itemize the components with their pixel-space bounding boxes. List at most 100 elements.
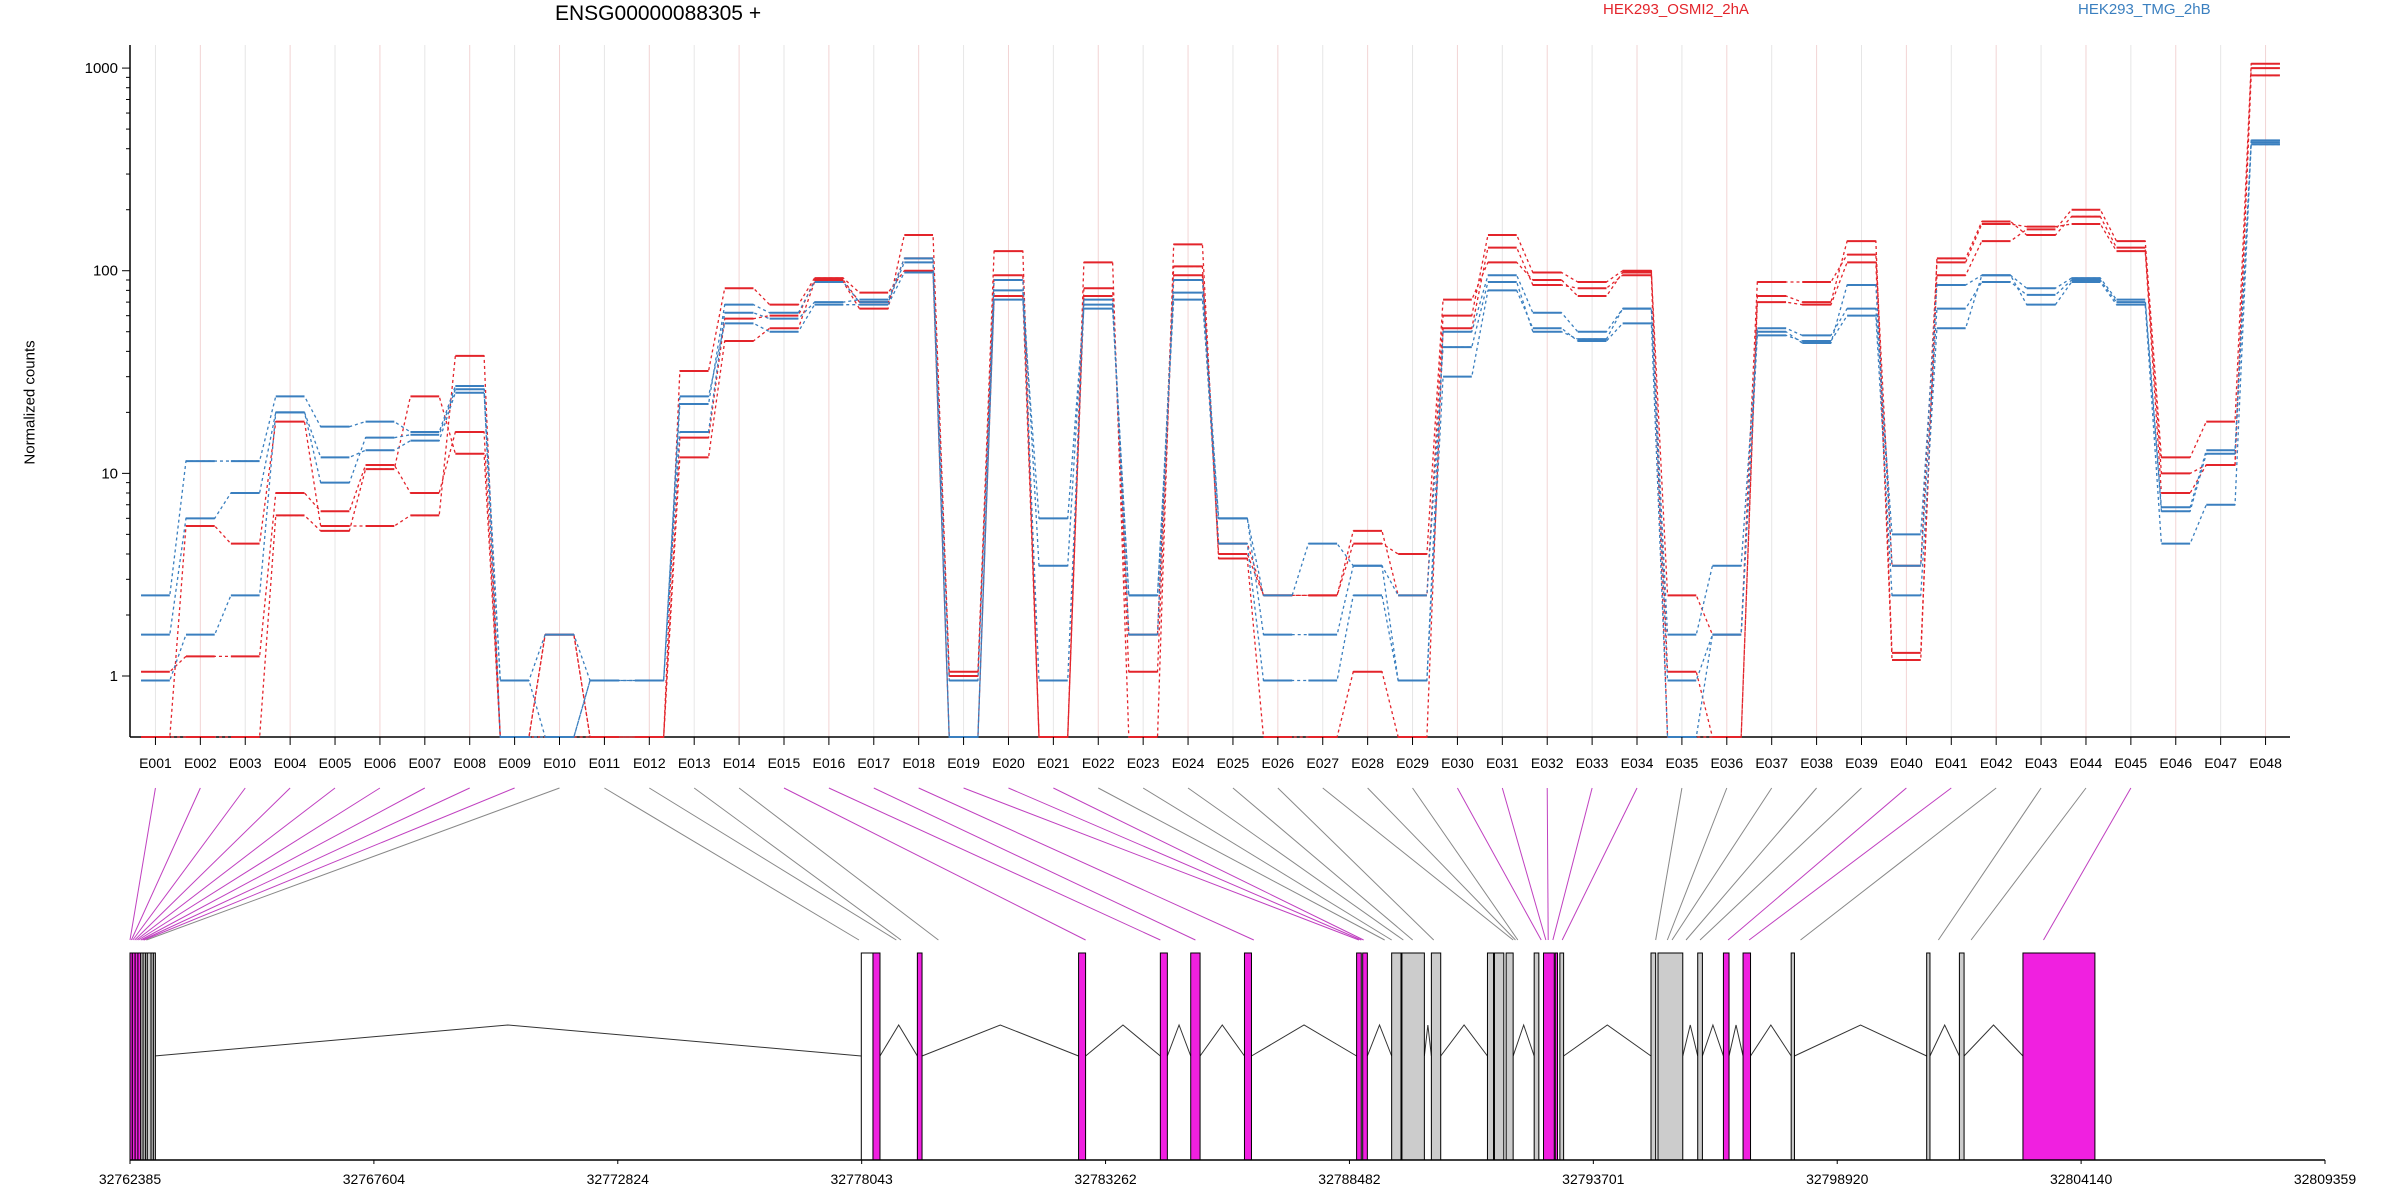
x-tick-label: E015 <box>768 755 801 771</box>
genome-tick-label: 32778043 <box>831 1171 894 1187</box>
exon-box <box>1493 952 1505 1161</box>
exon-box <box>1243 952 1252 1161</box>
x-tick-label: E003 <box>229 755 262 771</box>
exon-box <box>916 952 923 1161</box>
exon-connector <box>963 787 1360 941</box>
genome-tick-label: 32788482 <box>1318 1171 1381 1187</box>
x-tick-label: E011 <box>589 755 621 771</box>
intron-line <box>154 1024 862 1057</box>
x-tick-label: E022 <box>1082 755 1115 771</box>
exon-box <box>1958 952 1965 1161</box>
x-tick-label: E002 <box>184 755 217 771</box>
x-tick-label: E018 <box>902 755 935 771</box>
exon-connector <box>1685 787 1817 941</box>
exon-connector <box>1412 787 1519 941</box>
exon-box <box>1650 952 1657 1161</box>
x-tick-label: E032 <box>1531 755 1564 771</box>
exon-connector <box>140 787 426 941</box>
x-tick-label: E006 <box>364 755 397 771</box>
y-tick-label: 100 <box>93 263 118 280</box>
exon-connector <box>918 787 1255 941</box>
x-tick-label: E014 <box>723 755 756 771</box>
intron-line <box>879 1024 918 1057</box>
x-tick-label: E019 <box>947 755 980 771</box>
genome-tick-label: 32793701 <box>1562 1171 1625 1187</box>
exon-connector <box>783 787 1086 941</box>
exon-connector <box>134 787 291 941</box>
intron-line <box>1929 1023 1960 1057</box>
exon-connector <box>1546 787 1549 941</box>
x-tick-label: E017 <box>857 755 890 771</box>
exon-connector <box>1456 787 1542 941</box>
intron-line <box>1563 1024 1652 1057</box>
x-tick-label: E039 <box>1845 755 1878 771</box>
gridlines <box>154 45 2267 737</box>
exon-box <box>1657 952 1684 1161</box>
series-line <box>141 67 2280 738</box>
x-tick-label: E004 <box>274 755 307 771</box>
intron-line <box>1750 1024 1792 1057</box>
exon-box <box>1190 952 1201 1161</box>
x-tick-labels: E001 E002 E003 E004 E005 E006 E007 E008 E009 E010… <box>139 737 2282 771</box>
x-tick-label: E023 <box>1127 755 1160 771</box>
genome-tick-label: 32804140 <box>2050 1171 2113 1187</box>
x-tick-label: E040 <box>1890 755 1923 771</box>
x-tick-label: E028 <box>1351 755 1384 771</box>
genome-tick-label: 32772824 <box>587 1171 650 1187</box>
exon-connectors <box>129 787 2132 941</box>
exon-connector <box>1322 787 1514 941</box>
x-tick-label: E013 <box>678 755 711 771</box>
exon-connector <box>129 787 156 941</box>
x-tick-label: E008 <box>453 755 486 771</box>
exon-connector <box>132 787 246 941</box>
exon-connector <box>142 787 470 941</box>
exon-box <box>1391 952 1402 1161</box>
intron-line <box>1199 1024 1245 1057</box>
intron-line <box>1512 1023 1535 1057</box>
genome-tick-label: 32783262 <box>1074 1171 1137 1187</box>
axes: 1 10 100 1000 <box>85 45 2290 738</box>
exon-connector <box>1142 787 1392 941</box>
exon-connector <box>649 787 897 941</box>
exon-box <box>1559 952 1565 1161</box>
exon-box <box>1505 952 1514 1161</box>
exon-connector <box>738 787 939 941</box>
exon-connector <box>873 787 1196 941</box>
x-tick-label: E025 <box>1217 755 1250 771</box>
genome-tick-label: 32809359 <box>2294 1171 2357 1187</box>
x-tick-label: E005 <box>319 755 352 771</box>
x-tick-label: E044 <box>2070 755 2103 771</box>
exon-connector <box>1277 787 1435 941</box>
exon-box <box>1401 952 1425 1161</box>
x-tick-label: E001 <box>139 755 172 771</box>
legend-entry-tmg: HEK293_TMG_2hB <box>2078 1 2211 18</box>
exon-connector <box>693 787 902 941</box>
exon-connector <box>1727 787 1907 941</box>
y-tick-label: 1000 <box>85 60 118 77</box>
exon-connector <box>146 787 560 941</box>
exon-connector <box>130 787 201 941</box>
exon-box <box>1742 952 1752 1161</box>
x-tick-label: E036 <box>1710 755 1743 771</box>
gene-model <box>129 952 2096 1161</box>
exon-box <box>1926 952 1931 1161</box>
exon-box <box>1533 952 1540 1161</box>
x-tick-label: E043 <box>2025 755 2058 771</box>
legend-entry-osmi2: HEK293_OSMI2_2hA <box>1603 1 1749 18</box>
exon-connector <box>143 787 515 941</box>
x-tick-label: E010 <box>543 755 576 771</box>
exon-connector <box>1671 787 1773 941</box>
intron-line <box>1251 1024 1357 1057</box>
intron-line <box>1085 1024 1161 1057</box>
genome-tick-label: 32762385 <box>99 1171 162 1187</box>
series-line <box>141 143 2280 738</box>
x-tick-label: E020 <box>992 755 1025 771</box>
chart-title: ENSG00000088305 + <box>555 2 762 25</box>
exon-connector <box>1552 787 1593 941</box>
exon-connector <box>138 787 381 941</box>
intron-line <box>1728 1024 1744 1057</box>
series-line <box>141 139 2280 682</box>
exon-box <box>1486 952 1495 1161</box>
exon-connector <box>1501 787 1547 941</box>
x-tick-label: E042 <box>1980 755 2013 771</box>
